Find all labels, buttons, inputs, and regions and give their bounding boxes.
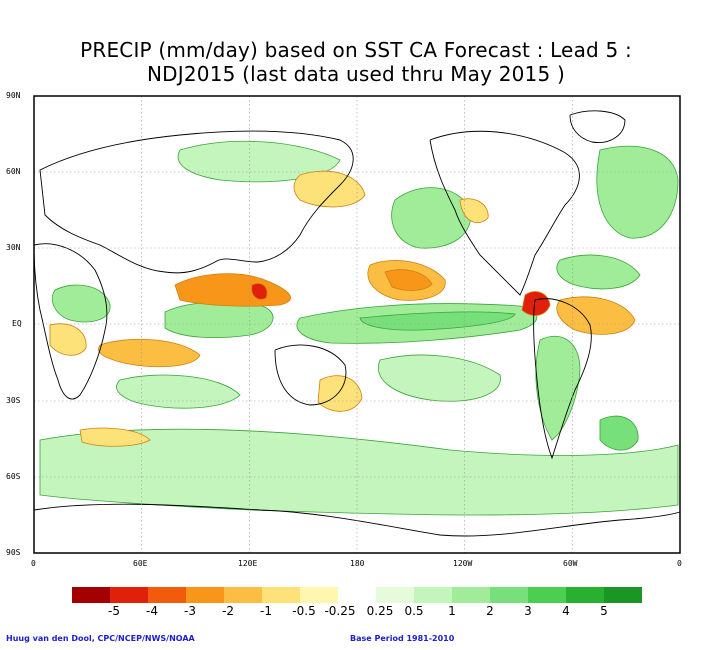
colorbar-label: -0.5 [292,604,316,618]
dry-region-australia-south [317,375,363,412]
colorbar-swatch [262,587,300,603]
wet-region-south-america [535,335,581,441]
colorbar-label: -1 [260,604,272,618]
y-axis-label-eq: EQ [12,319,22,328]
colorbar-label: -5 [108,604,120,618]
footer-credit: Huug van den Dool, CPC/NCEP/NWS/NOAA [6,634,195,643]
colorbar-label: 3 [524,604,532,618]
y-axis-label-60s: 60S [6,472,21,481]
colorbar-swatch [224,587,262,603]
dry-region-north-atlantic [459,198,489,223]
dry-region-central-america [521,291,551,316]
colorbar-swatch [528,587,566,603]
wet-region-south-pacific [378,354,501,402]
wet-region-equatorial-pacific-core [359,311,516,331]
wet-region-north-atlantic [596,145,679,239]
dry-region-philippines [251,283,268,300]
colorbar-label: 0.5 [404,604,424,618]
colorbar-swatch [72,587,110,603]
colorbar-label: 0.25 [366,604,394,618]
coastline-australia [274,344,347,406]
x-axis-label-0-right: 0 [677,559,682,568]
colorbar-label: 1 [448,604,456,618]
colorbar-swatch [110,587,148,603]
dry-region-southern-band [79,427,151,447]
colorbar-swatch [186,587,224,603]
wet-region-south-indian [116,374,241,409]
x-axis-label-60e: 60E [133,559,148,568]
coastline-antarctica [33,503,681,537]
dry-region-south-indian-ocean [49,323,87,356]
y-axis-label-90n: 90N [6,91,21,100]
colorbar-label: 4 [562,604,570,618]
map-frame [33,95,681,554]
wet-region-north-pacific [391,187,472,249]
colorbar-swatch [414,587,452,603]
y-axis-label-30n: 30N [6,243,21,252]
colorbar-label: -4 [146,604,158,618]
y-axis-label-60n: 60N [6,167,21,176]
coastline-south-america [533,298,592,460]
colorbar-label: -0.25 [324,604,356,618]
colorbar-swatch [604,587,642,603]
coastline-north-america [429,130,580,296]
y-axis-label-90s: 90S [6,548,21,557]
colorbar-swatch [148,587,186,603]
colorbar-swatch [490,587,528,603]
dry-anomaly-regions [49,170,636,447]
x-axis-label-180: 180 [350,559,365,568]
colorbar-label: -2 [222,604,234,618]
x-axis-label-120w: 120W [453,559,473,568]
dry-region-south-america-north [556,296,636,335]
colorbar-label: -3 [184,604,196,618]
y-axis-label-30s: 30S [6,396,21,405]
colorbar-swatch [566,587,604,603]
x-axis-label-120e: 120E [238,559,258,568]
wet-region-west-africa [51,284,111,323]
wet-region-caribbean [556,254,641,290]
colorbar-swatch [452,587,490,603]
dry-region-indian-ocean [98,338,201,368]
coastline-eurasia [39,130,354,274]
x-axis-label-60w: 60W [563,559,578,568]
dry-region-north-asia [293,170,366,208]
dry-region-north-pacific-core [384,269,433,291]
colorbar-swatch [300,587,338,603]
grid-lines [34,96,680,553]
wet-region-south-atlantic [599,415,639,451]
title-line-1: PRECIP (mm/day) based on SST CA Forecast… [80,38,632,62]
coastlines [33,110,681,537]
coastline-africa [33,243,108,400]
coastline-greenland [569,110,626,143]
x-axis-label-0-left: 0 [31,559,36,568]
wet-region-maritime-continent [164,301,274,338]
colorbar [72,587,642,603]
wet-region-southern-ocean [39,428,679,516]
colorbar-swatch [338,587,376,603]
footer-base-period: Base Period 1981-2010 [350,634,455,643]
colorbar-label: 2 [486,604,494,618]
colorbar-label: 5 [600,604,608,618]
title-line-2: NDJ2015 (last data used thru May 2015 ) [147,62,565,86]
colorbar-swatch [376,587,414,603]
